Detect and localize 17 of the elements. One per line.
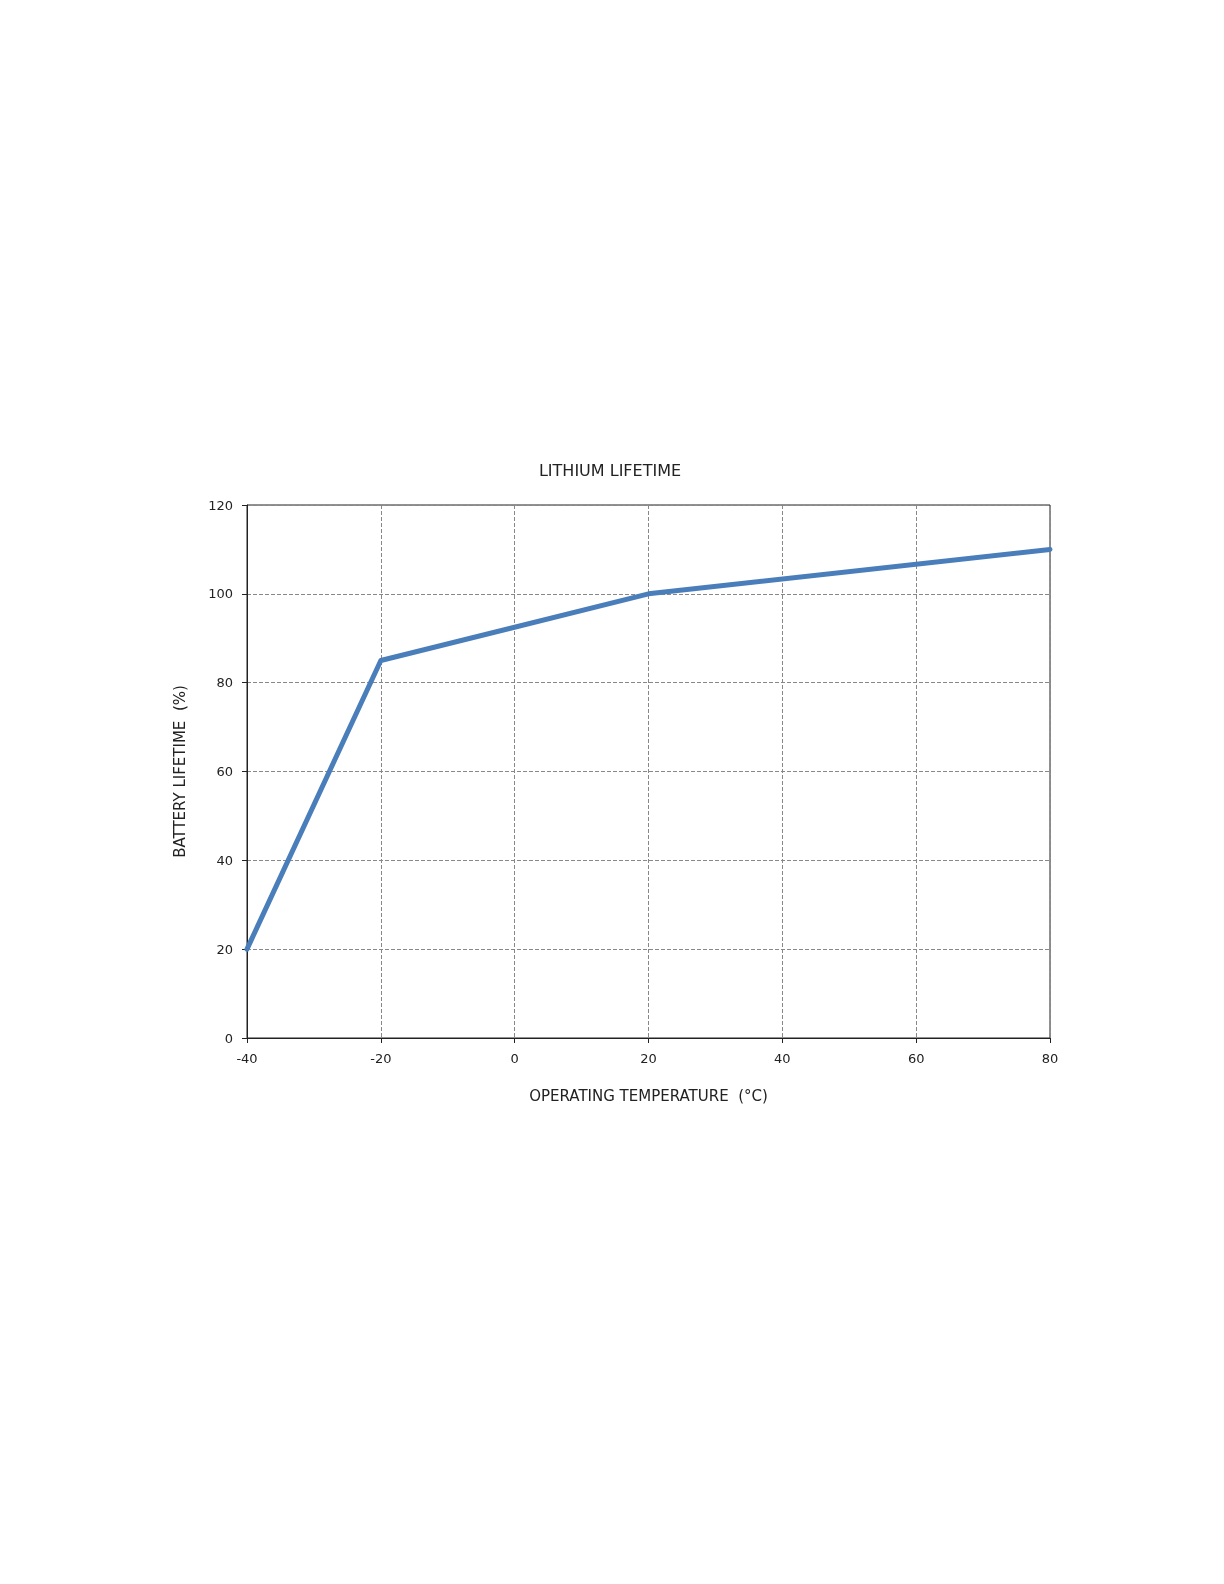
y-tick-label: 40: [216, 852, 233, 868]
chart-title: LITHIUM LIFETIME: [538, 460, 682, 480]
y-tick-label: 80: [216, 675, 233, 691]
y-tick-label: 120: [208, 497, 233, 513]
y-tick-label: 100: [208, 586, 233, 602]
y-tick-label: 20: [216, 941, 233, 957]
x-tick-label: -40: [236, 1051, 258, 1066]
x-tick-label: 80: [1041, 1051, 1059, 1066]
x-tick-label: 20: [640, 1051, 657, 1066]
y-tick-label: 0: [224, 1030, 233, 1046]
x-tick-label: 60: [907, 1051, 925, 1066]
y-tick-label: 60: [216, 764, 233, 779]
x-axis-title: OPERATING TEMPERATURE (°C): [529, 1086, 768, 1105]
y-axis-title: BATTERY LIFETIME (%): [170, 685, 189, 858]
x-tick-label: 40: [774, 1051, 791, 1066]
x-tick-label: -20: [370, 1051, 392, 1066]
x-tick-label: 0: [510, 1051, 519, 1066]
